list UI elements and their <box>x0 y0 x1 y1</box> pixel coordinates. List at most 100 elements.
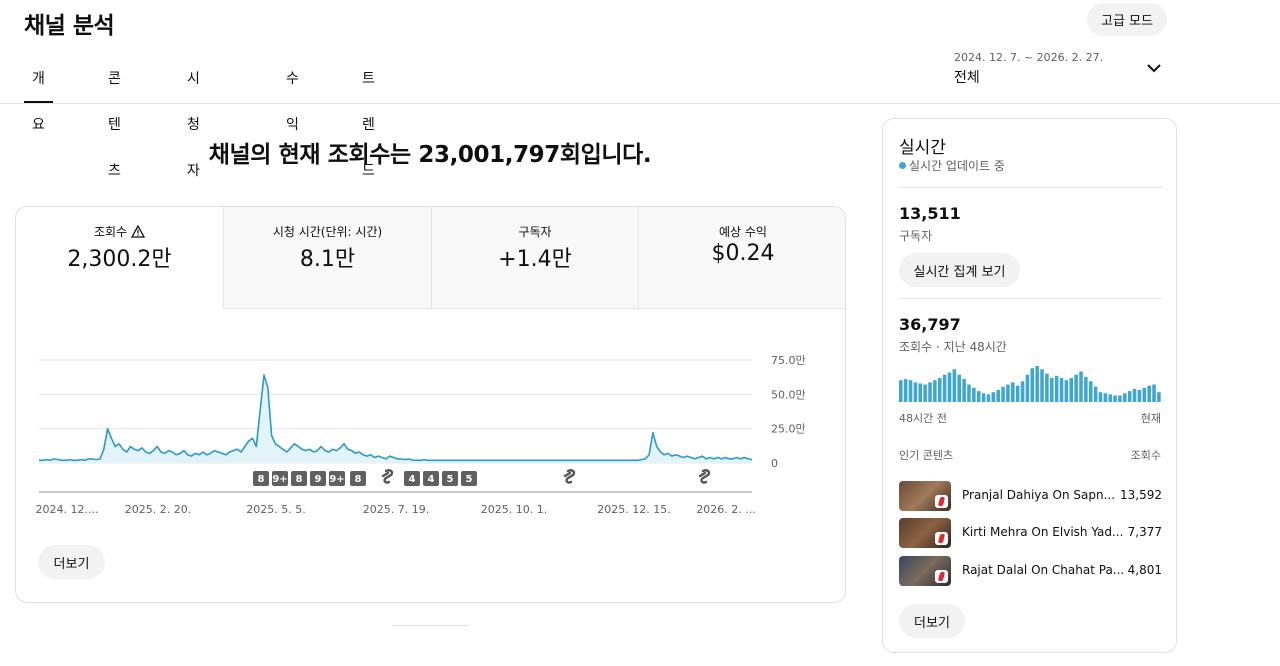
y-tick-label: 75.0만 <box>771 354 806 367</box>
realtime-bar <box>1054 375 1059 402</box>
realtime-views-label: 조회수 · 지난 48시간 <box>899 340 1007 354</box>
video-thumbnail <box>899 556 951 586</box>
metric-watch-time[interactable]: 시청 시간(단위: 시간) 8.1만 <box>223 207 431 309</box>
popular-views: 13,592 <box>1120 488 1162 502</box>
realtime-bar <box>1040 369 1044 402</box>
realtime-subscribers-label: 구독자 <box>899 229 933 243</box>
realtime-bar <box>1045 373 1049 402</box>
shorts-icon <box>935 570 948 583</box>
upload-marker-label: 5 <box>466 474 473 485</box>
upload-marker-label: 9 <box>315 474 322 485</box>
realtime-bar <box>913 382 918 402</box>
metric-subscribers[interactable]: 구독자 +1.4만 <box>431 207 638 309</box>
realtime-bar <box>1152 384 1156 402</box>
realtime-bar <box>962 379 966 402</box>
popular-title: Pranjal Dahiya On Sapn... <box>962 488 1116 502</box>
realtime-views: 36,797 <box>899 315 961 334</box>
y-tick-label: 25.0만 <box>771 423 806 436</box>
realtime-bar <box>1074 374 1078 402</box>
upload-marker-label: 4 <box>428 474 435 485</box>
realtime-bar <box>1137 390 1142 402</box>
realtime-bar <box>928 382 932 402</box>
realtime-bar <box>903 379 908 402</box>
realtime-see-more-button[interactable]: 더보기 <box>899 604 965 638</box>
realtime-bar-chart <box>899 366 1161 402</box>
live-dot-icon <box>899 162 906 169</box>
upload-marker <box>442 471 458 486</box>
realtime-card: 실시간 실시간 업데이트 중 13,511 구독자 실시간 집계 보기 36,7… <box>882 118 1177 653</box>
page-title: 채널 분석 <box>24 13 115 39</box>
realtime-bar <box>942 374 947 402</box>
divider <box>899 187 1162 188</box>
popular-views: 7,377 <box>1127 525 1162 539</box>
metric-tabs: 조회수 2,300.2만 시청 시간(단위: 시간) 8.1만 구독자 +1.4… <box>16 207 845 309</box>
metric-revenue[interactable]: 예상 수익 $0.24 <box>638 207 845 309</box>
realtime-bar <box>1157 392 1161 402</box>
realtime-bar <box>1147 385 1151 402</box>
x-tick-label: 2026. 2. ... <box>696 503 755 516</box>
realtime-bar <box>1025 374 1030 402</box>
realtime-bar <box>1079 371 1083 402</box>
tab-content[interactable]: 콘텐츠 <box>108 71 121 179</box>
realtime-bar <box>981 393 986 402</box>
realtime-bar <box>1069 378 1074 402</box>
realtime-aggregate-button[interactable]: 실시간 집계 보기 <box>899 253 1020 287</box>
realtime-bar <box>899 380 903 402</box>
popular-title: Kirti Mehra On Elvish Yad... <box>962 525 1124 539</box>
video-thumbnail <box>899 481 951 511</box>
tab-revenue[interactable]: 수익 <box>286 71 299 133</box>
mini-axis-left: 48시간 전 <box>899 412 947 425</box>
realtime-bar <box>967 384 971 402</box>
realtime-bar <box>1006 384 1010 402</box>
realtime-bar <box>1127 391 1132 402</box>
tab-overview[interactable]: 개요 <box>24 56 53 133</box>
realtime-bar <box>1049 378 1054 402</box>
x-tick-label: 2024. 12.... <box>36 503 99 516</box>
popular-title: Rajat Dalal On Chahat Pa... <box>962 563 1125 577</box>
tab-trends[interactable]: 트렌드 <box>362 71 375 179</box>
metric-label: 조회수 <box>93 225 128 239</box>
realtime-bar <box>1098 392 1103 402</box>
realtime-bar <box>1064 380 1069 402</box>
shorts-icon <box>381 469 394 484</box>
upload-marker <box>310 471 326 486</box>
x-tick-label: 2025. 7. 19. <box>363 503 429 516</box>
realtime-bar <box>1035 366 1039 402</box>
popular-item[interactable]: Pranjal Dahiya On Sapn... 13,592 <box>899 481 1162 511</box>
mini-axis-right: 현재 <box>1140 412 1161 425</box>
realtime-bar <box>1088 381 1093 402</box>
header-divider <box>0 103 1280 104</box>
x-tick-label: 2025. 10. 1. <box>481 503 547 516</box>
x-tick-label: 2025. 2. 20. <box>125 503 191 516</box>
advanced-mode-button[interactable]: 고급 모드 <box>1087 3 1167 36</box>
shorts-icon <box>935 532 948 545</box>
upload-marker <box>329 471 345 486</box>
metric-views[interactable]: 조회수 2,300.2만 <box>16 207 223 309</box>
divider <box>899 298 1162 299</box>
upload-marker-label: 9+ <box>272 474 287 485</box>
metric-label: 시청 시간(단위: 시간) <box>272 225 383 239</box>
upload-marker <box>461 471 477 486</box>
shorts-icon <box>563 469 576 484</box>
realtime-bar <box>937 378 942 402</box>
tab-audience[interactable]: 시청자층 <box>187 71 200 225</box>
realtime-bar <box>1084 376 1088 402</box>
popular-item[interactable]: Kirti Mehra On Elvish Yad... 7,377 <box>899 518 1162 548</box>
realtime-bar <box>947 372 952 402</box>
realtime-bar <box>918 383 923 402</box>
overview-card: 조회수 2,300.2만 시청 시간(단위: 시간) 8.1만 구독자 +1.4… <box>15 206 846 603</box>
x-tick-label: 2025. 12. 15. <box>597 503 670 516</box>
x-tick-label: 2025. 5. 5. <box>246 503 305 516</box>
views-line <box>39 374 753 462</box>
upload-marker <box>350 471 366 486</box>
see-more-button[interactable]: 더보기 <box>38 545 105 579</box>
upload-marker <box>272 471 288 486</box>
popular-views-header: 조회수 <box>1130 449 1161 462</box>
realtime-bar <box>1020 381 1025 402</box>
upload-marker <box>253 471 269 486</box>
date-range-picker[interactable]: 2024. 12. 7. ~ 2026. 2. 27. 전체 <box>954 51 1174 91</box>
popular-item[interactable]: Rajat Dalal On Chahat Pa... 4,801 <box>899 556 1162 586</box>
realtime-bar <box>1030 368 1035 402</box>
realtime-bar <box>1015 385 1020 402</box>
realtime-bar <box>1001 386 1005 402</box>
